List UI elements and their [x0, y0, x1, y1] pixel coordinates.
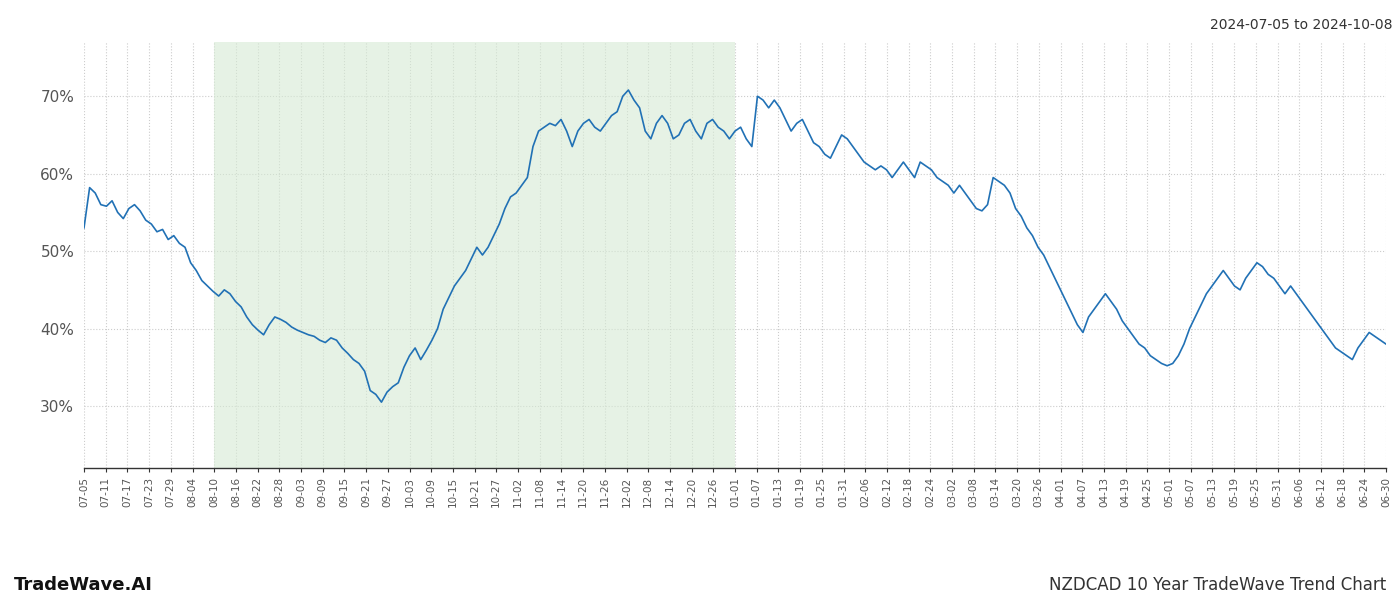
- Text: 2024-07-05 to 2024-10-08: 2024-07-05 to 2024-10-08: [1211, 18, 1393, 32]
- Bar: [214, 42, 735, 468]
- Text: TradeWave.AI: TradeWave.AI: [14, 576, 153, 594]
- Text: NZDCAD 10 Year TradeWave Trend Chart: NZDCAD 10 Year TradeWave Trend Chart: [1049, 576, 1386, 594]
